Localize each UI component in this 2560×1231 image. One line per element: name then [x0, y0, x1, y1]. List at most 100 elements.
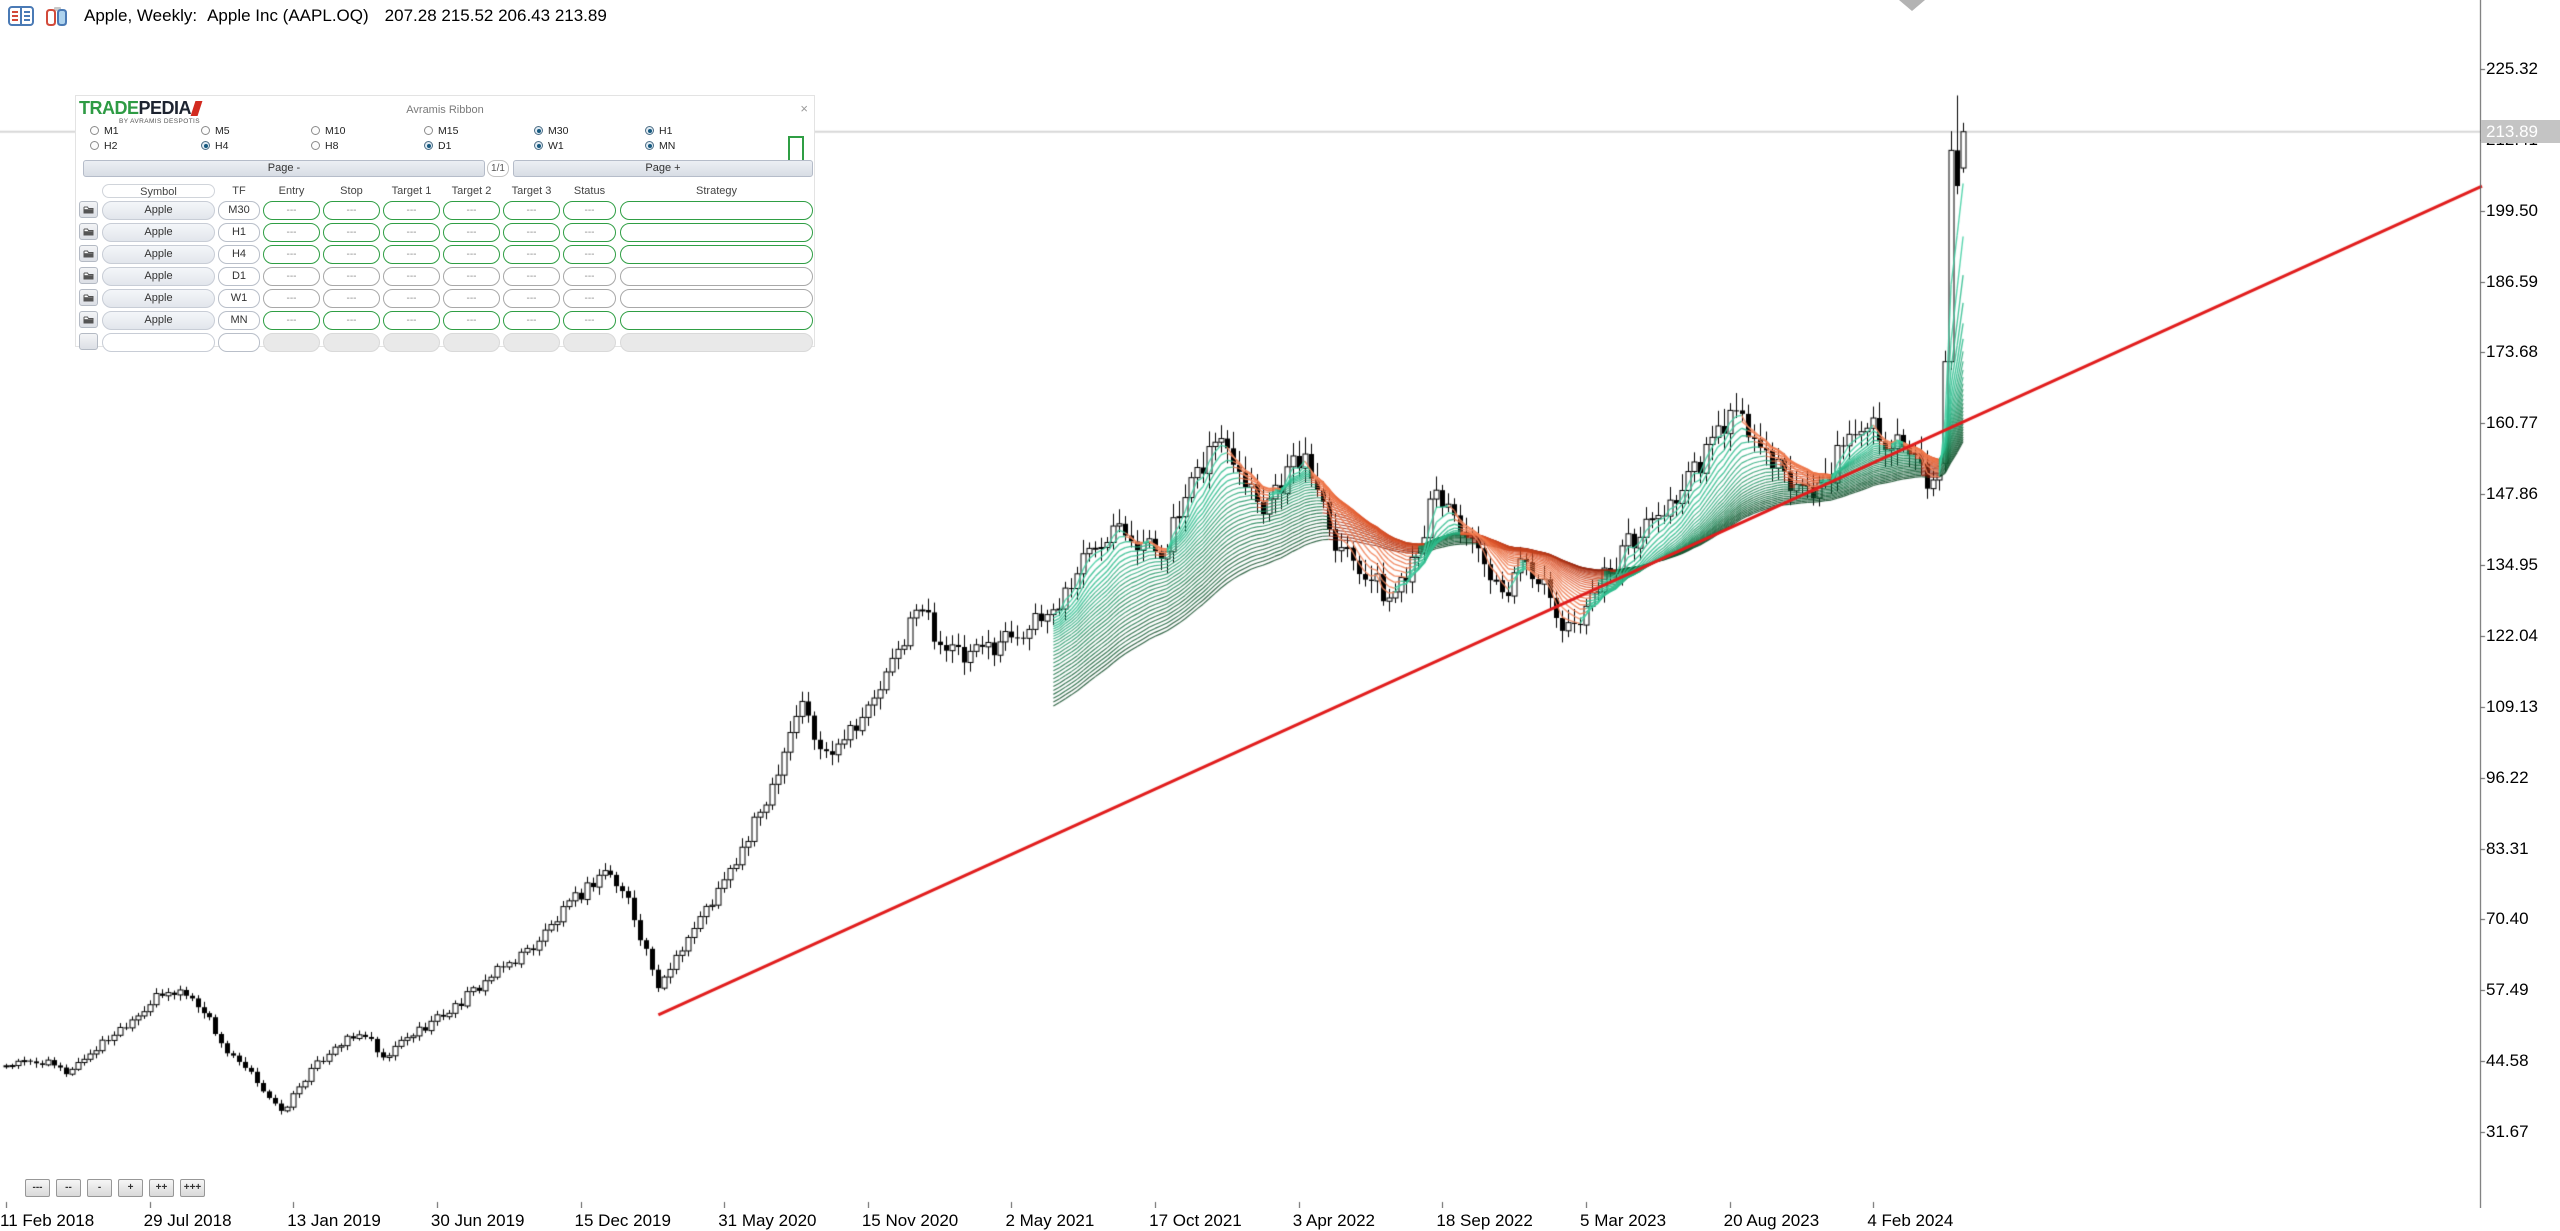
row-folder-button[interactable] — [79, 267, 98, 284]
row-folder-button[interactable] — [79, 289, 98, 306]
price-axis[interactable]: 225.32212.41199.50186.59173.68160.77147.… — [2481, 0, 2560, 1208]
timeframe-radio-mn[interactable]: MN — [645, 139, 676, 152]
row-folder-button — [79, 333, 98, 350]
row-symbol-button[interactable]: Apple — [102, 245, 215, 264]
row-value-pill: --- — [263, 223, 320, 242]
column-header-entry: Entry — [278, 185, 305, 197]
timeframe-radio-m30[interactable]: M30 — [534, 124, 569, 137]
chart-zoom-button[interactable]: +++ — [180, 1179, 205, 1197]
timeframe-radio-label: MN — [659, 139, 676, 152]
column-header-stop: Stop — [340, 185, 363, 197]
row-symbol-button[interactable]: Apple — [102, 201, 215, 220]
row-value-pill: --- — [563, 267, 616, 286]
timeframe-radio-h4[interactable]: H4 — [201, 139, 229, 152]
radio-icon — [424, 126, 433, 135]
date-axis[interactable]: 11 Feb 2018 29 Jul 2018 13 Jan 2019 30 Jun … — [0, 1208, 2560, 1231]
column-header-strategy: Strategy — [696, 185, 737, 197]
date-axis-label: 11 Feb 2018 — [0, 1211, 95, 1230]
current-price-value: 213.89 — [2486, 122, 2538, 142]
price-axis-label: 199.50 — [2486, 200, 2538, 220]
row-value-pill: --- — [383, 311, 440, 330]
chart-zoom-button[interactable]: ++ — [149, 1179, 174, 1197]
date-axis-label: 5 Mar 2023 — [1580, 1211, 1667, 1230]
timeframe-radio-label: M1 — [104, 124, 119, 137]
scroll-to-end-marker[interactable] — [1899, 0, 1925, 11]
row-value-pill: --- — [443, 245, 500, 264]
row-value-pill: --- — [323, 223, 380, 242]
row-folder-button[interactable] — [79, 245, 98, 262]
chart-zoom-button[interactable]: -- — [56, 1179, 81, 1197]
page-minus-button[interactable]: Page - — [83, 160, 485, 177]
column-header-target-2: Target 2 — [451, 185, 492, 197]
price-axis-label: 186.59 — [2486, 271, 2538, 291]
row-value-pill: --- — [503, 267, 560, 286]
row-value-pill: --- — [323, 245, 380, 264]
timeframe-radio-m10[interactable]: M10 — [311, 125, 345, 137]
chart-zoom-button[interactable]: + — [118, 1179, 143, 1197]
timeframe-radio-label: H1 — [659, 124, 673, 137]
page-indicator: 1/1 — [487, 160, 509, 177]
timeframe-radio-m5[interactable]: M5 — [201, 124, 230, 137]
timeframe-radio-m1[interactable]: M1 — [90, 124, 119, 137]
table-row: Apple W1 --- --- --- --- --- --- — [76, 289, 814, 308]
date-axis-label: 20 Aug 2023 — [1723, 1211, 1820, 1230]
price-axis-label: 134.95 — [2486, 555, 2538, 575]
timeframe-radio-label: H4 — [215, 139, 229, 152]
timeframe-radio-label: M5 — [215, 124, 230, 137]
row-value-pill: --- — [443, 311, 500, 330]
row-value-pill: --- — [503, 311, 560, 330]
chart-symbol-period: Apple, Weekly: — [84, 6, 198, 25]
row-value-pill: --- — [323, 201, 380, 220]
column-header-symbol: Symbol — [102, 184, 215, 198]
row-value-pill: --- — [503, 245, 560, 264]
timeframe-radio-w1[interactable]: W1 — [534, 140, 564, 152]
date-axis-label: 13 Jan 2019 — [287, 1211, 381, 1230]
row-folder-button[interactable] — [79, 223, 98, 240]
row-value-pill: --- — [323, 267, 380, 286]
date-axis-label: 4 Feb 2024 — [1867, 1211, 1954, 1230]
price-axis-label: 57.49 — [2486, 980, 2529, 1000]
zoom-toolbar: --- -- - + ++ +++ — [25, 1179, 205, 1197]
row-timeframe: MN — [218, 311, 260, 330]
row-symbol-button[interactable]: Apple — [102, 289, 215, 308]
table-row: Apple H1 --- --- --- --- --- --- — [76, 223, 814, 242]
timeframe-radio-d1[interactable]: D1 — [424, 140, 451, 152]
chart-zoom-button[interactable]: - — [87, 1179, 112, 1197]
row-folder-button[interactable] — [79, 201, 98, 218]
column-header-target-3: Target 3 — [511, 185, 552, 197]
row-value-pill: --- — [503, 289, 560, 308]
row-timeframe: M30 — [218, 201, 260, 220]
row-symbol-button[interactable]: Apple — [102, 267, 215, 286]
row-symbol-button[interactable]: Apple — [102, 311, 215, 330]
row-value-pill: --- — [323, 289, 380, 308]
panel-close-button[interactable]: × — [800, 101, 808, 116]
timeframe-radio-m15[interactable]: M15 — [424, 125, 458, 137]
row-folder-button[interactable] — [79, 311, 98, 328]
row-timeframe: D1 — [218, 267, 260, 286]
page-plus-button[interactable]: Page + — [513, 160, 813, 177]
table-row: Apple MN --- --- --- --- --- --- — [76, 311, 814, 330]
price-axis-label: 147.86 — [2486, 484, 2538, 504]
row-symbol-button[interactable]: Apple — [102, 223, 215, 242]
row-value-pill: --- — [383, 245, 440, 264]
row-value-pill — [263, 333, 320, 352]
table-row-empty — [76, 333, 814, 352]
date-axis-label: 3 Apr 2022 — [1292, 1211, 1375, 1230]
avramis-ribbon-panel: TRADE PEDIA BY AVRAMIS DESPOTIS Avramis R… — [75, 95, 815, 352]
timeframe-radio-h8[interactable]: H8 — [311, 140, 338, 152]
chart-zoom-button[interactable]: --- — [25, 1179, 50, 1197]
row-value-pill: --- — [383, 267, 440, 286]
row-value-pill: --- — [443, 223, 500, 242]
timeframe-radio-h2[interactable]: H2 — [90, 140, 117, 152]
timeframe-radio-h1[interactable]: H1 — [645, 124, 673, 137]
row-timeframe — [218, 333, 260, 352]
row-timeframe: H1 — [218, 223, 260, 242]
row-value-pill: --- — [443, 201, 500, 220]
timeframe-radio-label: M30 — [548, 124, 569, 137]
row-strategy-pill — [620, 267, 813, 286]
row-value-pill: --- — [443, 267, 500, 286]
chart-instrument-name: Apple Inc (AAPL.OQ) — [207, 6, 369, 25]
logo-subtitle: BY AVRAMIS DESPOTIS — [118, 118, 201, 125]
radio-icon — [311, 126, 320, 135]
